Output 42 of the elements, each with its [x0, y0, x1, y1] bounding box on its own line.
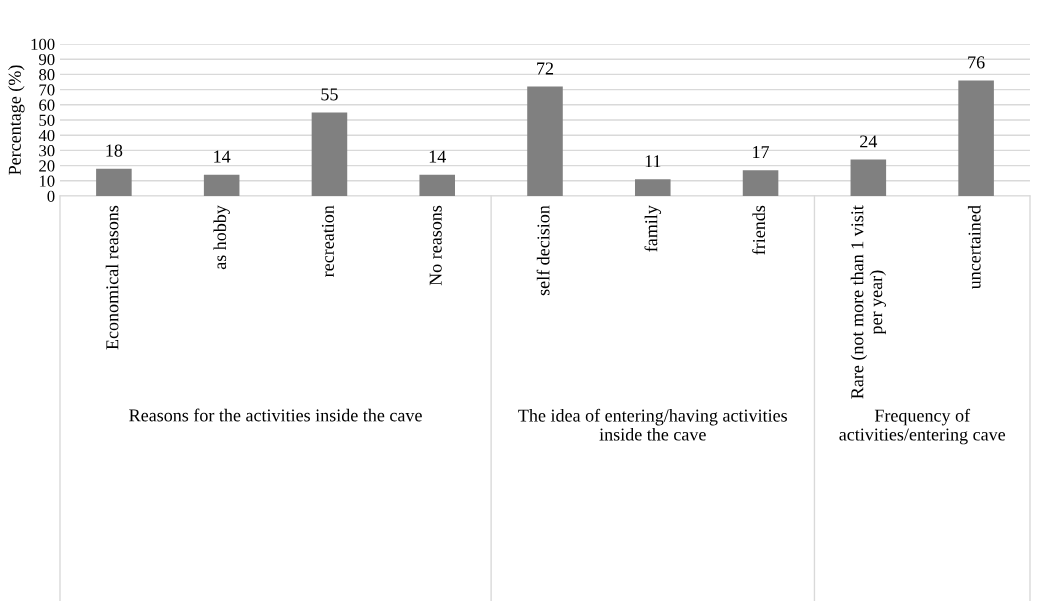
y-tick-label: 50: [39, 114, 55, 126]
bar: [203, 174, 240, 196]
y-tick-label: 80: [39, 69, 55, 81]
bar: [742, 170, 779, 196]
data-label: 14: [429, 150, 446, 163]
bar: [419, 174, 456, 196]
y-tick-label: 60: [39, 99, 55, 111]
data-label: 76: [968, 56, 985, 69]
bar: [527, 86, 563, 196]
y-tick-label: 100: [31, 38, 55, 50]
text: Frequency of activities/entering cave: [839, 408, 1006, 445]
y-tick-label: 0: [47, 190, 55, 202]
data-label: 17: [753, 146, 770, 158]
data-label: 55: [321, 88, 338, 101]
y-tick-label: 10: [39, 175, 55, 187]
x-tick-label: as hobby: [213, 205, 230, 270]
y-tick-label: 40: [38, 129, 55, 142]
data-label: 14: [214, 150, 231, 163]
text: Reasons for the activities inside the cave: [129, 408, 422, 422]
x-tick-label: recreation: [321, 205, 334, 277]
bar: [311, 112, 348, 196]
data-label: 18: [106, 144, 123, 157]
x-tick-label: uncertained: [967, 205, 981, 290]
text: The idea of entering/having activities inside the cave: [518, 408, 787, 441]
x-tick-label: No reasons: [429, 205, 442, 286]
x-tick-label: self decision: [536, 205, 550, 296]
bar: [634, 179, 671, 196]
x-tick-label: family: [644, 205, 662, 252]
x-tick-label: Economical reasons: [105, 205, 119, 350]
y-tick-label: 90: [39, 53, 55, 66]
bar: [850, 159, 887, 196]
y-axis-title: Percentage (%): [8, 65, 25, 175]
bar: [958, 80, 994, 196]
data-label: 72: [537, 62, 554, 75]
x-tick-label: friends: [752, 205, 766, 255]
bar: [96, 168, 132, 196]
y-tick-label: 70: [39, 84, 55, 96]
y-tick-label: 20: [39, 160, 55, 172]
data-label: 24: [860, 135, 878, 148]
x-tick-label: Rare (not more than 1 visit per year): [850, 205, 886, 399]
data-label: 11: [645, 155, 661, 168]
y-tick-label: 30: [39, 145, 55, 157]
